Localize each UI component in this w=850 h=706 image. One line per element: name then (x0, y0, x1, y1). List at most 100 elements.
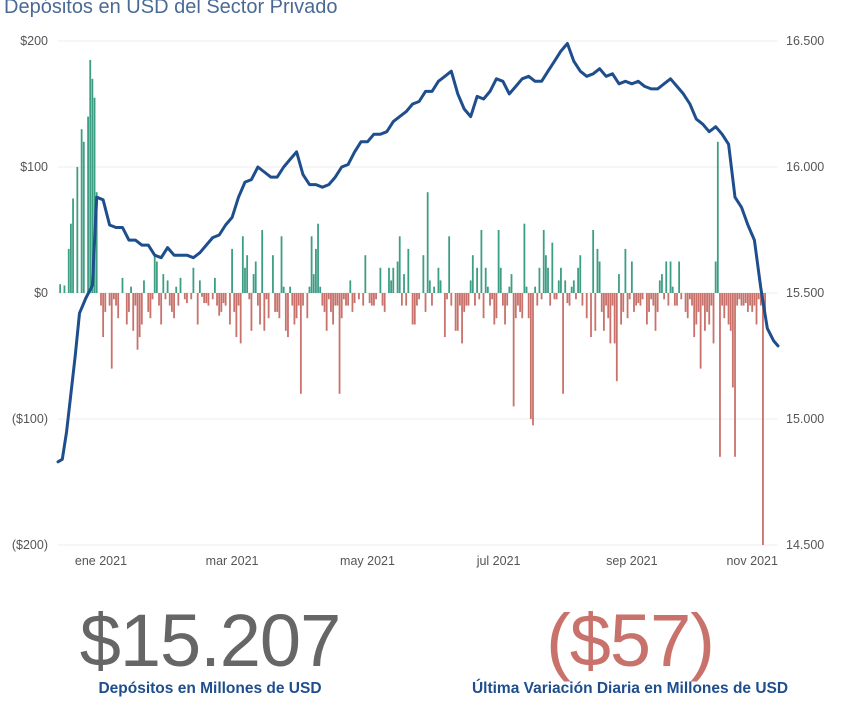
bar (306, 293, 309, 319)
bar (136, 293, 139, 350)
bar (607, 293, 610, 319)
bar (345, 293, 347, 306)
bar (396, 261, 399, 293)
bar (626, 293, 629, 319)
bar (665, 261, 668, 293)
bar (383, 293, 386, 312)
bar (480, 230, 483, 293)
bar (495, 293, 498, 319)
bar (637, 293, 640, 304)
bar (747, 293, 749, 312)
bar (652, 293, 655, 306)
bar (736, 293, 739, 306)
bar (471, 255, 474, 293)
bar (676, 293, 678, 306)
bar (261, 230, 264, 293)
bar (405, 293, 408, 306)
bar (147, 293, 150, 312)
bar (566, 293, 569, 304)
bar (624, 248, 627, 293)
bar (177, 293, 180, 306)
bar (448, 236, 451, 293)
bar (342, 293, 345, 300)
bar (196, 293, 199, 325)
bar (575, 293, 577, 300)
bar (684, 293, 687, 312)
bar (641, 293, 644, 300)
bar (738, 293, 741, 300)
bar (276, 293, 279, 312)
bar (138, 293, 141, 338)
bar (521, 293, 524, 319)
bar (749, 293, 751, 306)
bar (327, 293, 330, 300)
bar (171, 293, 173, 312)
bar (241, 236, 244, 293)
bar (190, 293, 193, 300)
bar (338, 293, 341, 394)
bar (476, 267, 479, 293)
bar (433, 286, 436, 293)
bar (463, 293, 466, 312)
bar (239, 293, 242, 344)
bar (100, 293, 102, 306)
bar (570, 286, 573, 293)
y-left-tick-label: $200 (20, 34, 48, 48)
bar (716, 141, 719, 293)
bar (542, 230, 545, 293)
bar (688, 293, 691, 300)
bar (727, 293, 730, 325)
y-axis-left: $200 $100 $0 ($100) ($200) (12, 34, 48, 552)
bar (164, 293, 167, 300)
bar (486, 286, 489, 293)
bar (89, 59, 92, 294)
bar (153, 255, 156, 293)
bar (379, 267, 382, 293)
bar (517, 293, 519, 306)
bar (201, 293, 203, 297)
bar (121, 277, 124, 293)
bar (572, 280, 575, 293)
bar (403, 274, 405, 293)
bar (211, 293, 214, 300)
bar (233, 293, 236, 312)
bar (654, 293, 657, 331)
bar (362, 293, 365, 306)
bar (134, 293, 137, 306)
bar (67, 248, 70, 293)
bar (149, 293, 152, 319)
bar (712, 293, 715, 344)
bar (678, 261, 681, 293)
bar (648, 293, 650, 312)
bar (390, 280, 393, 293)
bar (585, 293, 588, 319)
bar (663, 293, 665, 300)
bar (501, 293, 504, 306)
bar (413, 293, 416, 325)
bar (755, 293, 758, 325)
bar (400, 293, 403, 306)
bar (630, 261, 633, 293)
bar (523, 223, 526, 293)
bar (757, 293, 760, 300)
bar (439, 280, 442, 293)
bar (411, 293, 414, 325)
bar (706, 293, 708, 312)
bar (628, 293, 631, 300)
bar (115, 293, 117, 306)
bar (731, 293, 734, 388)
bar (456, 293, 459, 331)
bar (424, 293, 427, 312)
bar (622, 293, 625, 312)
bar (708, 293, 711, 325)
bar (392, 267, 395, 293)
y-left-tick-label: $100 (20, 160, 48, 174)
bar (459, 293, 461, 306)
bar (474, 293, 476, 306)
bar (299, 293, 302, 394)
bar (140, 293, 143, 325)
bar (443, 293, 446, 338)
bar (151, 293, 154, 300)
bar (315, 248, 317, 293)
bar (310, 236, 313, 293)
